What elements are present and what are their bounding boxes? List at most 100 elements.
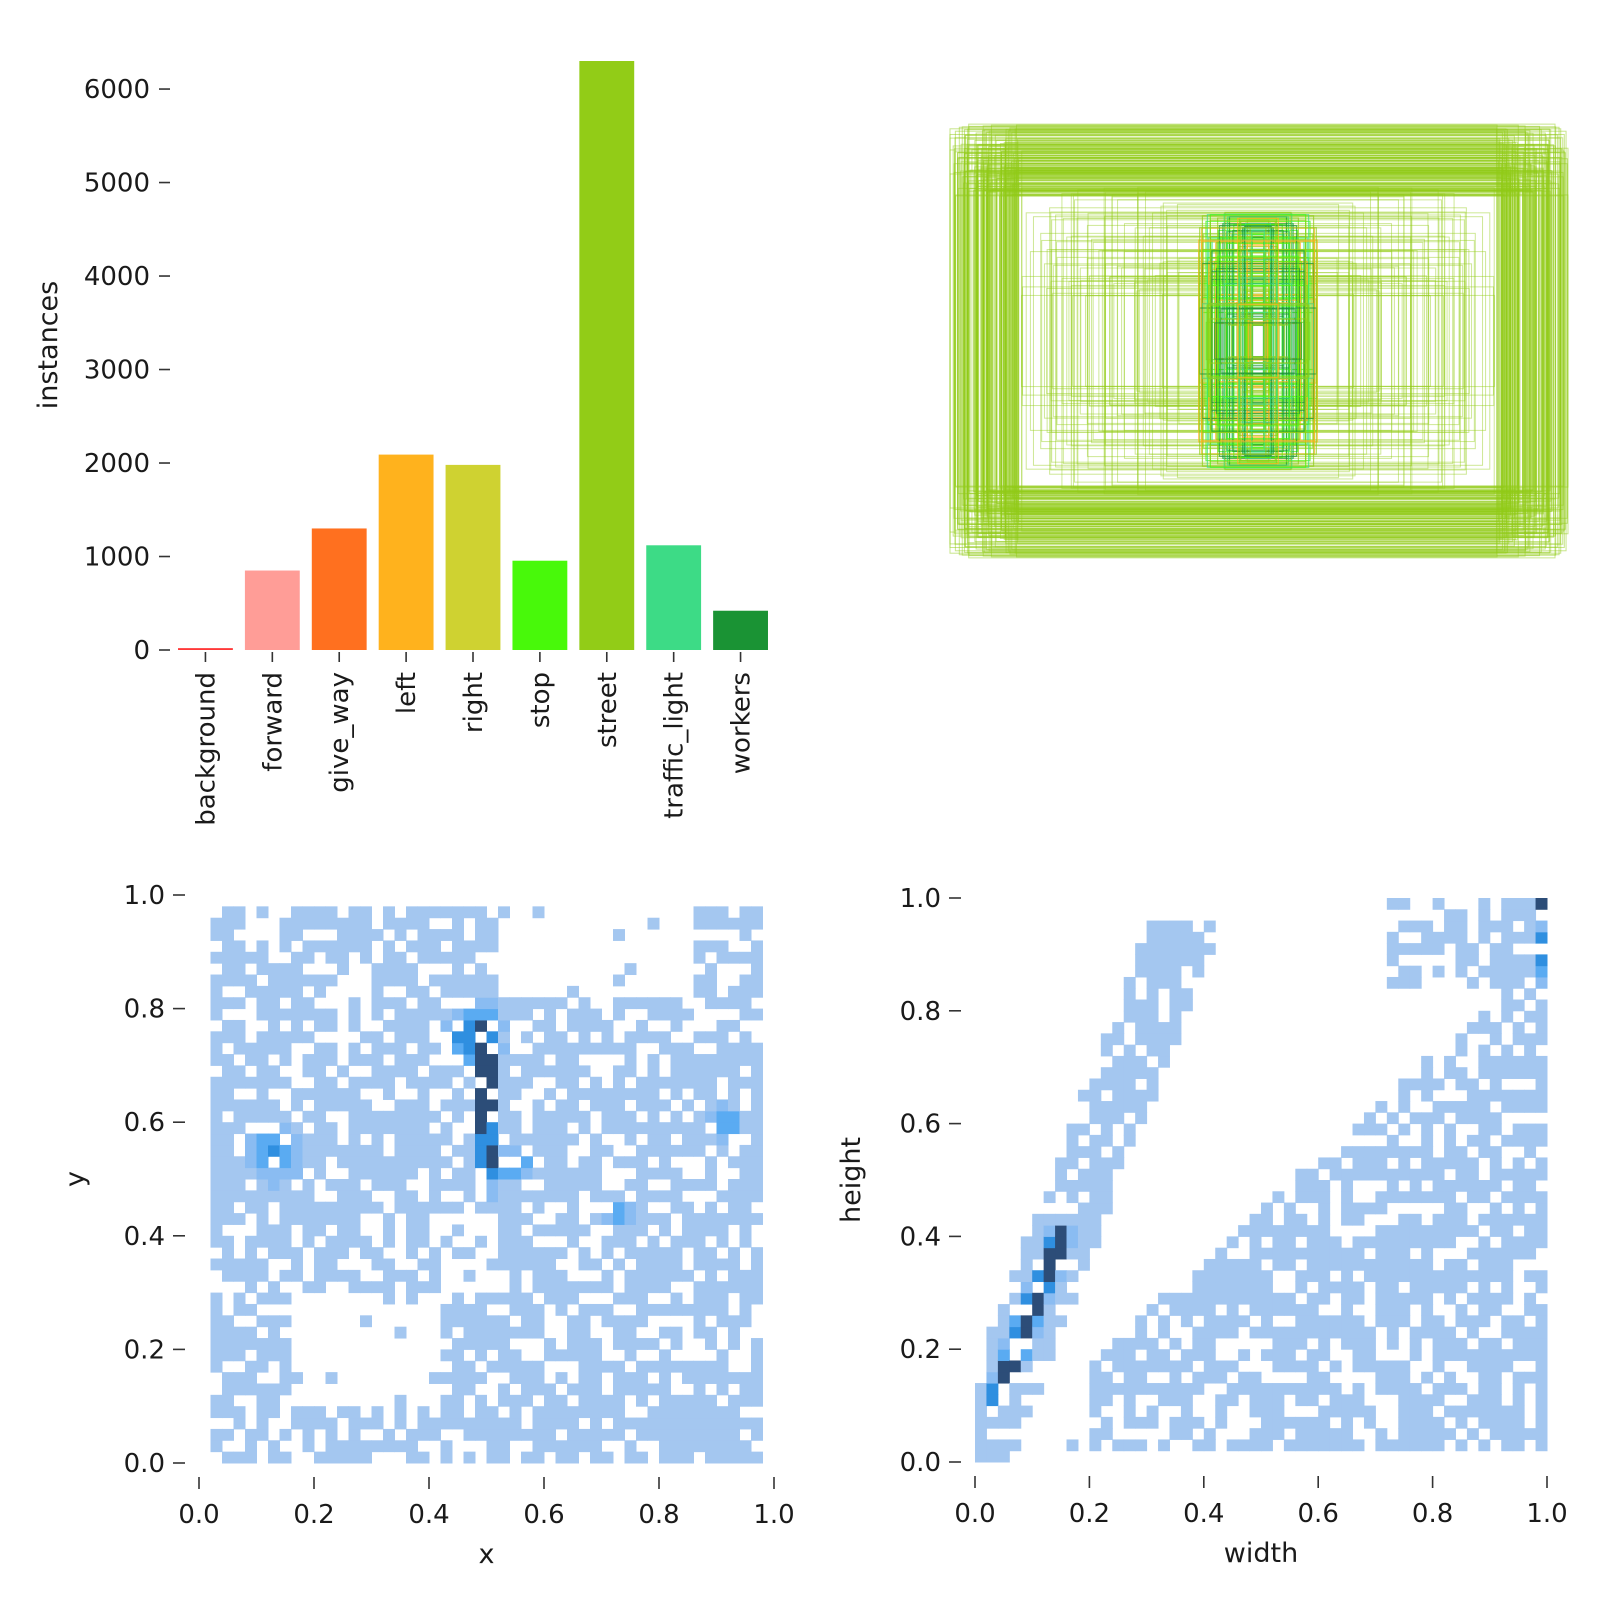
heat-cell: [1421, 1281, 1434, 1294]
heat-cell: [601, 1088, 614, 1100]
heat-cell: [1501, 1416, 1514, 1429]
heat-cell: [245, 974, 257, 987]
heat-cell: [440, 951, 453, 964]
heat-cell: [590, 1303, 602, 1316]
heat-cell: [1478, 1281, 1491, 1294]
heat-cell: [1249, 1326, 1262, 1339]
heat-cell: [624, 1292, 637, 1305]
heat-cell: [1524, 1055, 1537, 1068]
heat-cell: [647, 1281, 660, 1294]
heat-cell: [659, 1008, 671, 1021]
heat-cell: [1077, 1247, 1090, 1260]
heat-cell: [360, 1167, 372, 1180]
heat-cell: [1489, 1247, 1502, 1260]
heat-cell: [705, 1440, 717, 1453]
heat-cell: [682, 1417, 694, 1430]
heat-cell: [1444, 1213, 1456, 1226]
heat-cell: [1135, 1439, 1148, 1452]
heat-cell: [279, 1338, 292, 1350]
heat-cell: [670, 1110, 683, 1123]
heat-cell: [1432, 1180, 1445, 1192]
box: [1166, 209, 1350, 473]
x-tick-label: 0.0: [954, 1499, 995, 1529]
heat-cell: [647, 1144, 660, 1157]
heat-cell: [521, 1394, 533, 1407]
heat-cell: [1501, 1055, 1514, 1068]
heat-cell: [233, 1110, 246, 1123]
heat-cell: [521, 1428, 533, 1441]
heat-cell: [268, 1338, 280, 1350]
heat-cell: [302, 1031, 315, 1044]
y-tick-label: 0.8: [124, 995, 165, 1025]
heat-cell: [1478, 1439, 1491, 1452]
bar-left: [378, 454, 434, 650]
heat-cell: [705, 1428, 717, 1441]
heat-cell: [1283, 1416, 1296, 1429]
heat-cell: [1409, 1349, 1422, 1361]
heat-cell: [463, 1428, 476, 1441]
heat-cell: [1466, 1349, 1479, 1361]
y-tick-label: 4000: [84, 262, 150, 292]
heat-cell: [1501, 1439, 1514, 1452]
heat-cell: [590, 1428, 602, 1441]
heat-cell: [302, 917, 315, 930]
heat-cell: [394, 1144, 407, 1157]
heat-cell: [1432, 1349, 1445, 1361]
heat-cell: [739, 1235, 752, 1248]
heat-cell: [693, 1428, 706, 1441]
heat-cell: [498, 1394, 510, 1407]
heat-cell: [1421, 1439, 1434, 1452]
heat-cell: [1180, 1416, 1193, 1429]
heat-cell: [509, 1406, 522, 1419]
heat-cell: [348, 1042, 361, 1055]
heat-cell: [233, 1303, 246, 1316]
heat-cell: [705, 1372, 717, 1384]
heat-cell: [693, 1303, 706, 1316]
heat-cell: [1261, 1326, 1273, 1339]
heat-cell: [739, 985, 752, 998]
heat-cell: [567, 1326, 579, 1339]
heat-cell: [636, 1247, 648, 1260]
heat-cell: [1306, 1428, 1319, 1440]
heat-cell: [1501, 1010, 1514, 1023]
heat-cell: [291, 1201, 303, 1214]
heat-cell: [1032, 1326, 1045, 1339]
x-axis-title: x: [479, 1539, 495, 1570]
heat-cell: [1444, 1101, 1456, 1113]
heat-cell: [590, 1440, 602, 1453]
heat-cell: [1226, 1281, 1239, 1294]
heat-cell: [544, 1133, 556, 1146]
heat-cell: [406, 1281, 418, 1294]
heat-cell: [670, 1247, 683, 1260]
heat-cell: [590, 1008, 602, 1021]
heat-cell: [486, 1190, 499, 1203]
heat-cell: [613, 1235, 625, 1248]
heat-cell: [578, 1428, 591, 1441]
heat-cell: [1535, 965, 1548, 978]
heat-cell: [613, 1008, 625, 1021]
heat-cell: [1444, 1371, 1456, 1384]
heat-cell: [210, 1235, 223, 1248]
heat-cell: [1226, 1304, 1239, 1316]
heat-cell: [636, 1167, 648, 1180]
heat-cell: [1535, 1022, 1548, 1034]
heat-cell: [245, 1042, 257, 1055]
heat-cell: [1432, 965, 1445, 978]
heat-cell: [532, 1019, 545, 1032]
box: [1077, 189, 1439, 493]
heat-cell: [601, 1031, 614, 1044]
heat-cell: [751, 917, 763, 930]
heat-cell: [590, 1258, 602, 1271]
heat-cell: [1352, 1258, 1365, 1271]
heat-cell: [728, 1417, 740, 1430]
heat-cell: [291, 906, 303, 919]
heat-cell: [1341, 1292, 1354, 1305]
heat-cell: [394, 1065, 407, 1078]
heat-cell: [1203, 1292, 1216, 1305]
heat-cell: [1455, 1168, 1468, 1181]
heat-cell: [521, 1383, 533, 1396]
heat-cell: [670, 1360, 683, 1373]
heat-cell: [613, 1406, 625, 1419]
heat-cell: [1524, 1101, 1537, 1113]
heat-cell: [1077, 1202, 1090, 1215]
